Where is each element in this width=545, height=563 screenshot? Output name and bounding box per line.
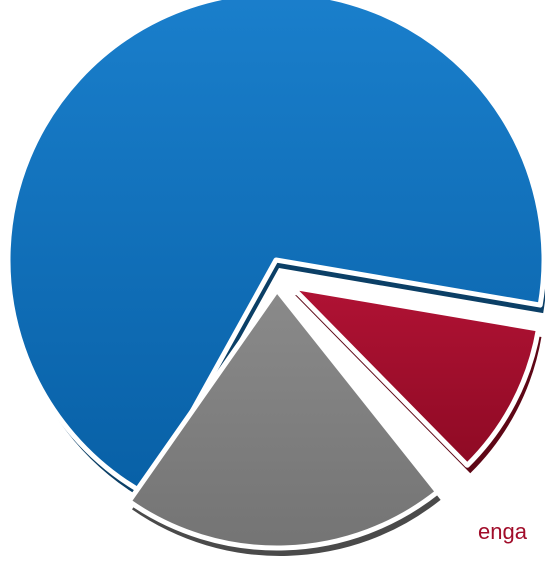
pie-slice-3 <box>126 287 441 556</box>
pie-slice-1 <box>5 0 545 503</box>
pie-slice-face <box>126 287 441 551</box>
pie-slice-face <box>289 284 541 468</box>
pie-slice-face <box>5 0 545 497</box>
pie-slice-2 <box>289 284 542 474</box>
slice-label: enga <box>478 519 528 544</box>
